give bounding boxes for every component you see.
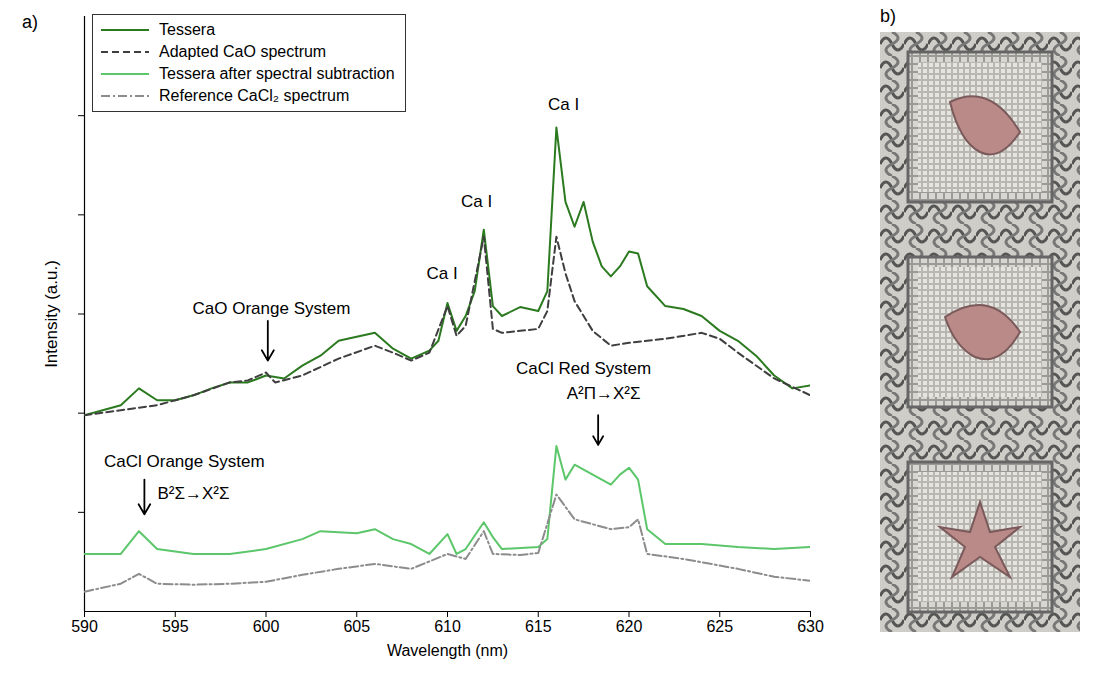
svg-text:Wavelength (nm): Wavelength (nm) bbox=[387, 642, 508, 659]
svg-text:A²Π→X²Σ: A²Π→X²Σ bbox=[567, 384, 641, 403]
svg-text:610: 610 bbox=[434, 618, 461, 635]
svg-text:Intensity (a.u.): Intensity (a.u.) bbox=[42, 260, 61, 368]
html-text:b): b) bbox=[880, 6, 896, 26]
svg-text:625: 625 bbox=[706, 618, 733, 635]
html-text:Tessera after spectral subtrac: Tessera after spectral subtraction bbox=[159, 65, 395, 82]
svg-text:CaCl Red System: CaCl Red System bbox=[516, 359, 651, 378]
svg-text:CaO Orange System: CaO Orange System bbox=[193, 298, 351, 317]
html-text:a): a) bbox=[22, 12, 38, 32]
svg-text:590: 590 bbox=[71, 618, 98, 635]
svg-text:CaCl Orange System: CaCl Orange System bbox=[104, 452, 265, 471]
svg-text:B²Σ→X²Σ: B²Σ→X²Σ bbox=[157, 484, 229, 503]
html-text:Reference CaCl₂ spectrum: Reference CaCl₂ spectrum bbox=[159, 87, 350, 104]
svg-text:Ca I: Ca I bbox=[426, 264, 457, 283]
svg-text:Ca I: Ca I bbox=[548, 95, 579, 114]
svg-text:620: 620 bbox=[616, 618, 643, 635]
svg-text:605: 605 bbox=[343, 618, 370, 635]
svg-text:630: 630 bbox=[797, 618, 824, 635]
html-text:Tessera: Tessera bbox=[159, 21, 215, 38]
html-text:Adapted CaO spectrum: Adapted CaO spectrum bbox=[159, 43, 327, 60]
svg-text:600: 600 bbox=[253, 618, 280, 635]
svg-text:615: 615 bbox=[525, 618, 552, 635]
svg-text:595: 595 bbox=[162, 618, 189, 635]
svg-text:Ca I: Ca I bbox=[461, 192, 492, 211]
